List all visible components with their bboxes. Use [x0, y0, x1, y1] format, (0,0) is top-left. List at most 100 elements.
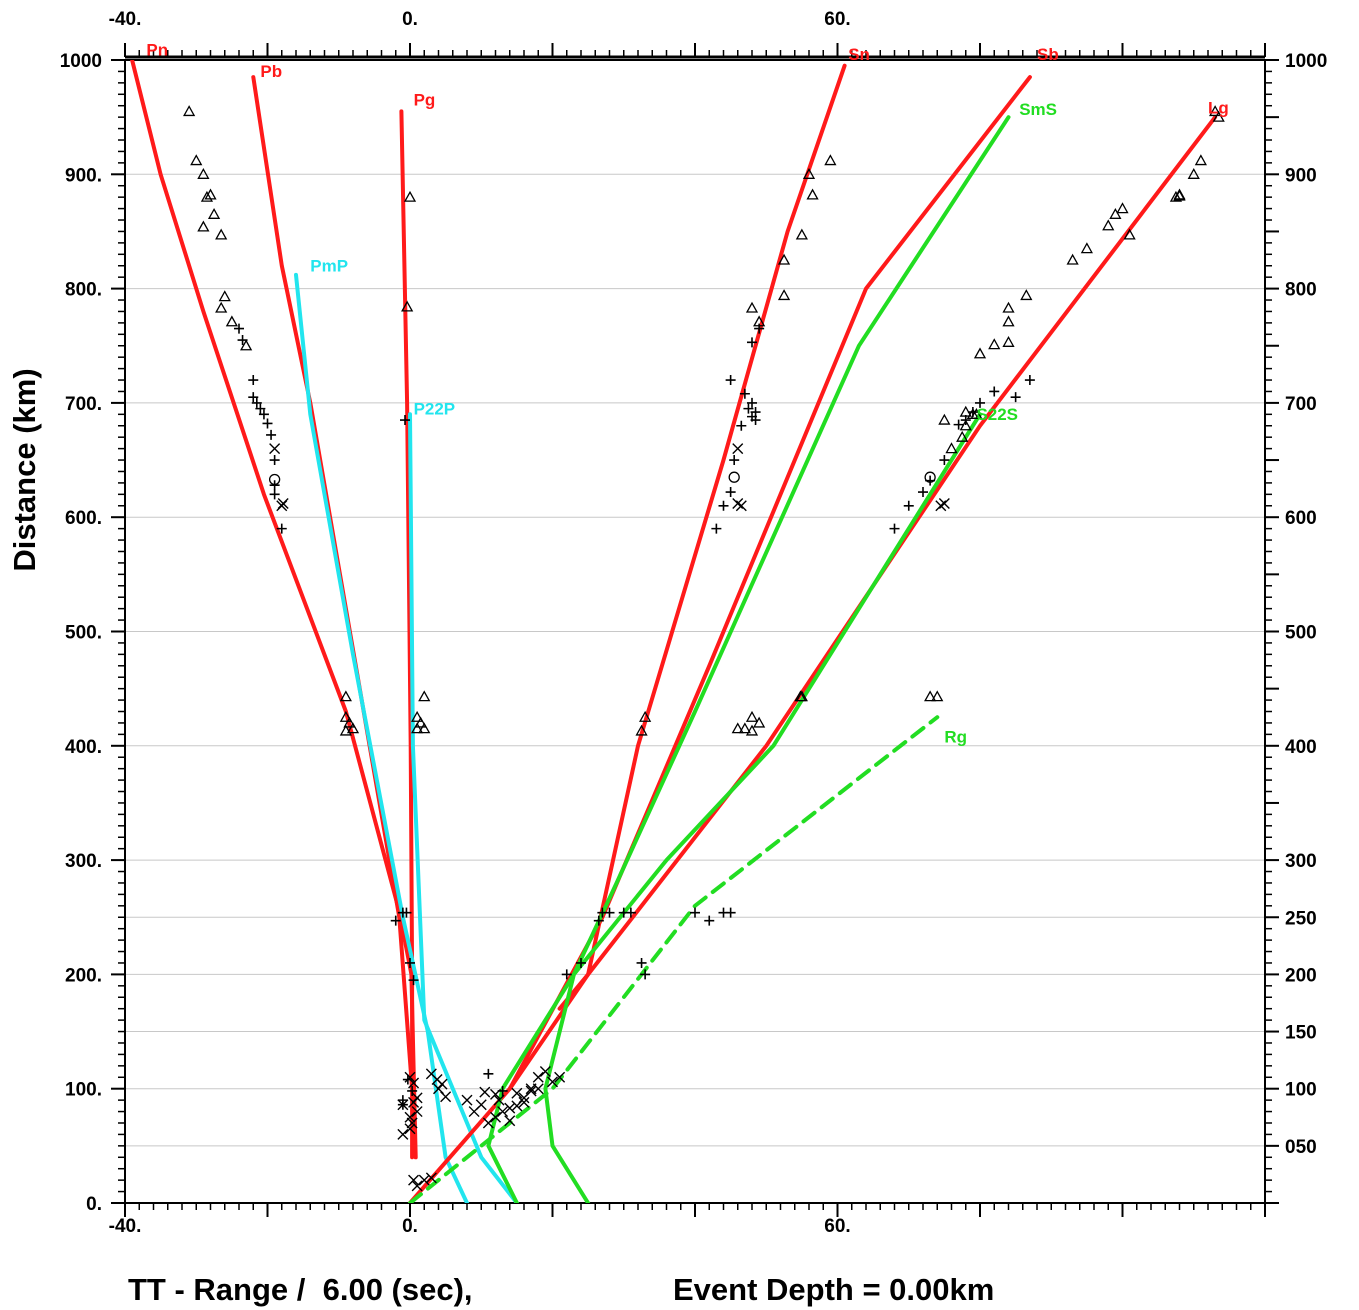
phase-label-p22p: P22P	[414, 399, 456, 418]
pick-cross	[525, 1085, 537, 1097]
pick-cross	[397, 1128, 409, 1140]
phase-label-pb: Pb	[260, 62, 282, 81]
pick-cross	[277, 497, 289, 509]
phase-label-pn: Pn	[146, 40, 168, 59]
pick-triangle	[218, 290, 231, 302]
pick-plus	[903, 500, 914, 511]
y-tick-label: 200.	[65, 965, 102, 986]
y-tick-label: 400.	[65, 737, 102, 758]
x-tick-label-top: 0.	[402, 9, 418, 30]
curve-sms	[543, 115, 1011, 1203]
x-tick-label: 0.	[402, 1216, 418, 1237]
pick-triangle	[339, 690, 352, 702]
pick-cross	[504, 1102, 516, 1114]
curve-p22p	[408, 412, 519, 1203]
pick-cross	[493, 1094, 505, 1106]
pick-triangle	[753, 716, 766, 728]
pick-plus	[754, 323, 765, 334]
pick-plus	[636, 957, 647, 968]
pick-triangle	[1209, 105, 1222, 117]
pick-plus	[640, 969, 651, 980]
axis-ticks	[111, 43, 1279, 1217]
y-tick-label-right: 600	[1285, 508, 1317, 529]
pick-plus	[918, 487, 928, 498]
pick-triangle	[346, 722, 360, 734]
y-tick-label: 100.	[65, 1080, 102, 1101]
y-tick-label: 300.	[65, 851, 102, 872]
x-tick-label-top: 60.	[824, 9, 850, 30]
pick-plus	[604, 907, 615, 918]
y-tick-label: 0.	[86, 1194, 102, 1215]
pick-triangle	[240, 339, 253, 351]
pick-triangle	[418, 690, 431, 702]
x-tick-label: 60.	[824, 1216, 850, 1237]
phase-label-lg: Lg	[1208, 99, 1229, 118]
phase-label-sn: Sn	[848, 45, 870, 64]
curve-pb	[251, 75, 415, 1091]
pick-triangle	[403, 190, 417, 202]
pick-triangle	[339, 710, 352, 722]
pick-cross	[490, 1088, 501, 1100]
pick-triangle	[190, 154, 203, 166]
y-tick-label-right: 150	[1285, 1023, 1317, 1044]
y-tick-label: 1000	[60, 51, 102, 72]
pick-cross	[475, 1099, 487, 1111]
pick-plus	[690, 907, 700, 918]
y-tick-label-right: 050	[1285, 1137, 1317, 1158]
pick-plus	[967, 407, 978, 418]
pick-cross	[554, 1071, 566, 1083]
pick-plus	[561, 969, 572, 980]
pick-triangle	[207, 207, 221, 219]
pick-plus	[408, 975, 419, 986]
pick-cross	[408, 1077, 420, 1089]
pick-triangle	[414, 716, 427, 728]
pick-triangle	[183, 105, 196, 117]
pick-cross	[735, 500, 747, 512]
pick-triangle	[745, 710, 759, 722]
y-tick-label: 900.	[65, 165, 102, 186]
x-tick-label: -40.	[109, 1216, 142, 1237]
pick-plus	[939, 455, 950, 466]
gridlines	[125, 59, 1265, 1147]
curve-lg	[507, 115, 1218, 1091]
x-tick-labels-bottom: -40. 0. 60.	[109, 1216, 851, 1237]
pick-plus	[248, 392, 259, 403]
pick-triangle	[639, 710, 652, 722]
pick-cross	[511, 1100, 523, 1112]
pick-triangle	[1020, 289, 1033, 301]
pick-cross	[482, 1117, 494, 1129]
pick-plus	[276, 523, 287, 534]
pick-cross	[547, 1076, 558, 1088]
pick-cross	[497, 1106, 509, 1118]
pick-plus	[397, 1095, 408, 1106]
pick-plus	[400, 415, 411, 426]
pick-cross	[269, 443, 281, 455]
pick-triangle	[945, 442, 958, 454]
x-tick-labels-top: -40. 0. 60.	[109, 9, 851, 30]
pick-circle	[268, 473, 281, 486]
pick-plus	[258, 409, 269, 420]
pick-plus	[704, 915, 715, 926]
pick-plus	[718, 500, 729, 511]
pick-plus	[269, 480, 280, 491]
pick-triangle	[988, 338, 1001, 350]
pick-plus	[711, 523, 722, 534]
pick-cross	[404, 1111, 416, 1123]
pick-triangle	[1116, 202, 1129, 214]
y-tick-label-right: 300	[1285, 851, 1317, 872]
y-tick-label: 600.	[65, 508, 102, 529]
pick-triangle	[745, 301, 759, 313]
pick-cross	[411, 1106, 423, 1118]
pick-triangle	[931, 690, 944, 702]
pick-triangle	[215, 228, 228, 240]
pick-triangle	[1002, 301, 1015, 313]
pick-plus	[483, 1068, 494, 1079]
curve-rg	[408, 715, 940, 1203]
pick-triangle	[738, 722, 751, 734]
pick-cross	[408, 1096, 420, 1108]
pick-plus	[262, 418, 273, 429]
pick-plus	[251, 397, 262, 408]
y-tick-label: 500.	[65, 623, 102, 644]
y-tick-label-right: 500	[1285, 623, 1317, 644]
pick-plus	[1024, 375, 1035, 386]
